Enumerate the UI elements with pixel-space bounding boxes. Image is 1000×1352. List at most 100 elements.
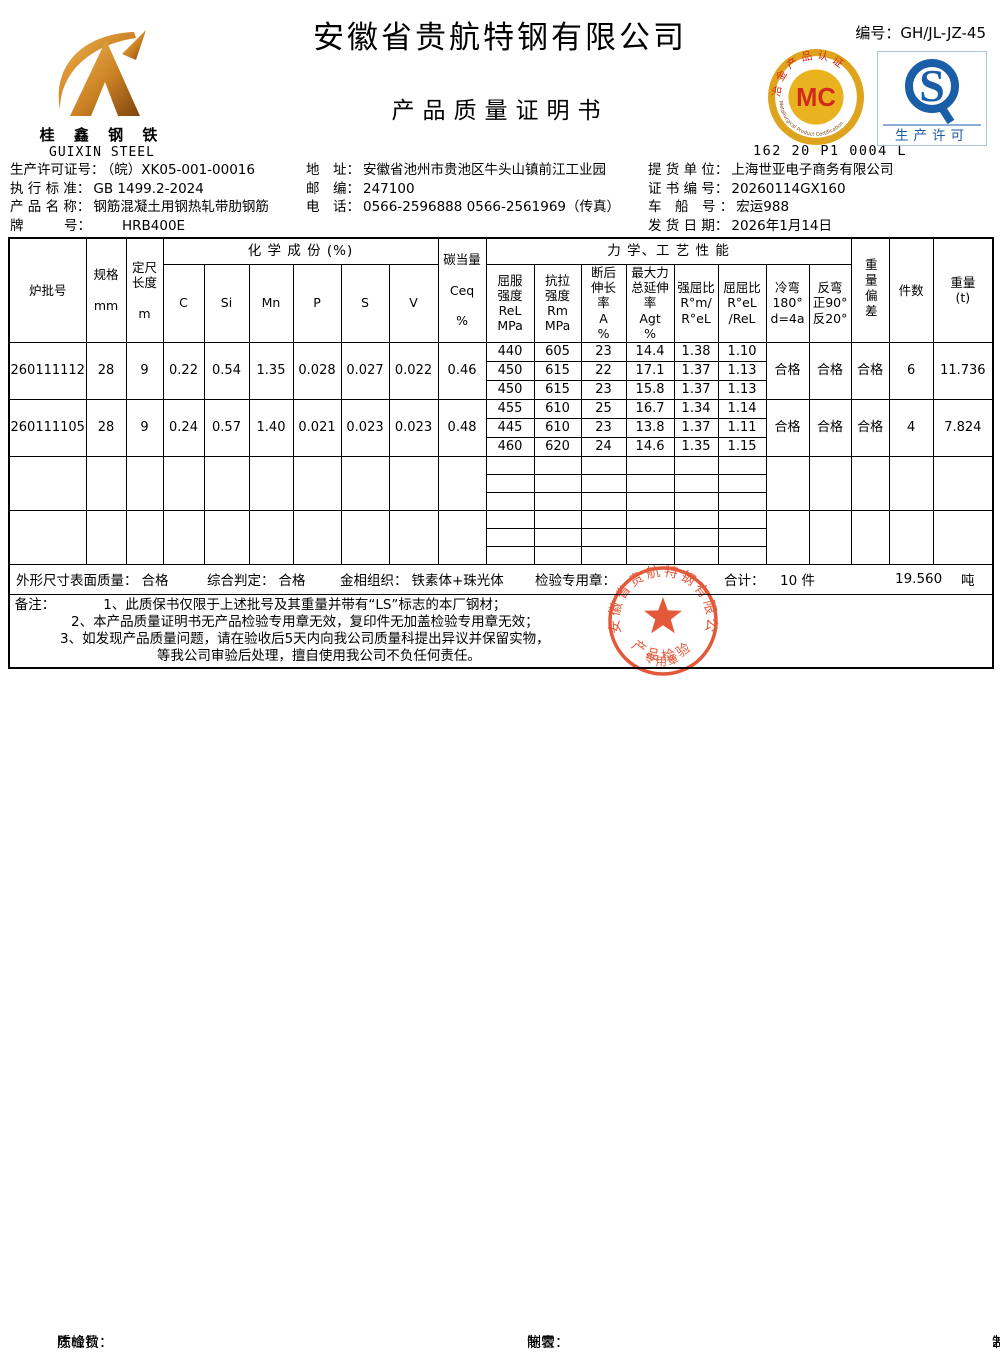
guixin-logo: 桂 鑫 钢 铁 GUIXIN STEEL	[35, 24, 169, 160]
cell-a: 25	[580, 398, 627, 419]
cell-rel: 455	[485, 398, 535, 419]
doc-title: 产品质量证明书	[391, 98, 609, 123]
field-vehicle-no: 车 船 号 ：宏运988	[648, 199, 790, 215]
cell-rm: 620	[533, 436, 582, 457]
cell-rm: 605	[533, 341, 582, 362]
col-header-s: S	[340, 263, 390, 343]
stamp-line2-text: 专用章	[642, 649, 681, 669]
cell-a: 24	[580, 436, 627, 457]
col-header-cold-bend: 冷弯 180° d=4a	[765, 263, 810, 343]
batch-subrow-empty	[9, 527, 993, 547]
field-grade: 牌 号： HRB400E	[10, 217, 186, 234]
col-header-agt: 最大力 总延伸 率 Agt %	[625, 263, 675, 343]
cell-r2: 1.11	[717, 417, 767, 438]
inspection-seal-label: 检验专用章：	[535, 573, 616, 589]
group-header-mechanical: 力 学、工 艺 性 能	[485, 237, 852, 265]
cell-agt: 13.8	[625, 417, 675, 438]
notes-label: 备注：	[14, 596, 56, 613]
cell-r1: 1.37	[673, 379, 719, 400]
cell-agt: 16.7	[625, 398, 675, 419]
field-ship-date: 发 货 日 期： 2026年1月14日	[648, 217, 832, 234]
col-header-ratio-rel-rel: 屈屈比 R°eL /ReL	[717, 263, 767, 343]
batch-subrow: 445 610 23 13.8 1.37 1.11	[9, 417, 993, 438]
summary-row: 外形尺寸表面质量： 合格 综合判定： 合格 金相组织： 铁素体+珠光体 检验专用章： …	[8, 563, 994, 595]
cell-rel: 445	[485, 417, 535, 438]
serial-label: 编号：	[855, 24, 901, 42]
batch-subrow-empty	[9, 473, 993, 493]
note-line: 2、本产品质量证明书无产品检验专用章无效，复印件无加盖检验专用章无效；	[71, 613, 539, 630]
cell-a: 23	[580, 379, 627, 400]
info-col-middle: 地 址： 安徽省池州市贵池区牛头山镇前江工业园 邮 编： 247100 电 话： 05…	[306, 161, 646, 217]
field-standard: 执 行 标 准： GB 1499.2-2024	[10, 180, 204, 197]
cell-cold-bend: 合格	[765, 398, 810, 457]
batch-subrow: 460 620 24 14.6 1.35 1.15	[9, 436, 993, 457]
cell-ceq: 0.46	[437, 341, 487, 400]
cell-weight: 11.736	[932, 341, 994, 400]
cell-a: 23	[580, 417, 627, 438]
field-address: 地 址： 安徽省池州市贵池区牛头山镇前江工业园	[306, 162, 606, 178]
cell-reverse-bend: 合格	[808, 341, 852, 400]
batch-subrow: 450 615 23 15.8 1.37 1.13	[9, 379, 993, 400]
cell-agt: 14.4	[625, 341, 675, 362]
col-header-spec: 规格 mm	[85, 237, 127, 343]
cell-mn: 1.40	[248, 398, 294, 457]
col-header-length: 定尺 长度 m	[125, 237, 164, 343]
field-phone: 电 话： 0566-2596888 0566-2561969（传真）	[306, 199, 620, 215]
batch-row-empty	[8, 509, 994, 565]
cell-r1: 1.34	[673, 398, 719, 419]
cell-v: 0.022	[388, 341, 439, 400]
mc-seal-icon: MC 冶金产品认证 Metallurgical Product Certific…	[768, 48, 864, 145]
cell-r1: 1.37	[673, 417, 719, 438]
field-product-name: 产 品 名 称： 钢筋混凝土用钢热轧带肋钢筋	[10, 199, 269, 215]
cell-a: 23	[580, 341, 627, 362]
cell-weight: 7.824	[932, 398, 994, 457]
cell-r1: 1.35	[673, 436, 719, 457]
col-header-c: C	[162, 263, 205, 343]
cell-a: 22	[580, 360, 627, 381]
cell-r1: 1.38	[673, 341, 719, 362]
cell-r2: 1.13	[717, 379, 767, 400]
field-consignee: 提 货 单 位： 上海世亚电子商务有限公司	[648, 162, 894, 178]
total-weight: 19.560	[895, 571, 943, 587]
cell-ceq: 0.48	[437, 398, 487, 457]
cell-r2: 1.13	[717, 360, 767, 381]
cell-r2: 1.14	[717, 398, 767, 419]
cell-agt: 15.8	[625, 379, 675, 400]
cell-reverse-bend: 合格	[808, 398, 852, 457]
cell-weight-dev: 合格	[850, 398, 890, 457]
cell-pieces: 4	[888, 398, 934, 457]
quality-table: 炉批号 规格 mm 定尺 长度 m 化 学 成 份 (%) 碳当量 Ceq % …	[8, 237, 995, 669]
notes-lines: 1、此质保书仅限于上述批号及其重量并带有“LS”标志的本厂钢材； 2、本产品质量…	[60, 597, 550, 665]
total-pieces: 10 件	[780, 573, 815, 589]
cell-heat-no: 260111105	[8, 398, 87, 457]
logo-cn-text: 桂 鑫 钢 铁	[39, 126, 165, 144]
col-header-heat-no: 炉批号	[8, 237, 87, 343]
inspection-stamp: 安徽省贵航特钢有限公司 产品检验 专用章	[593, 547, 725, 687]
logo-en-text: GUIXIN STEEL	[49, 145, 155, 160]
cell-p: 0.021	[292, 398, 342, 457]
cell-rm: 615	[533, 360, 582, 381]
shape-surface-quality: 外形尺寸表面质量： 合格	[16, 573, 169, 589]
cell-s: 0.023	[340, 398, 390, 457]
col-header-weight-dev: 重量偏差	[850, 237, 890, 343]
cell-rel: 450	[485, 379, 535, 400]
batch-row: 260111112 28 9 0.22 0.54 1.35 0.028 0.02…	[8, 341, 994, 400]
cell-spec: 28	[85, 341, 127, 400]
qs-seal-icon: S 生产许可	[877, 51, 987, 146]
col-header-ratio-rm-rel: 强屈比 R°m/ R°eL	[673, 263, 719, 343]
cell-spec: 28	[85, 398, 127, 457]
info-col-left: 生产许可证号： （皖）XK05-001-00016 执 行 标 准： GB 1499…	[10, 161, 305, 235]
cell-rel: 450	[485, 360, 535, 381]
note-line: 等我公司审验后处理，擅自使用我公司不负任何责任。	[156, 647, 481, 664]
metallographic-structure: 金相组织： 铁素体+珠光体	[340, 573, 504, 589]
cell-rm: 610	[533, 398, 582, 419]
guixin-logo-icon	[58, 30, 146, 116]
field-certificate-no: 证 书 编 号： 20260114GX160	[648, 180, 846, 197]
note-line: 1、此质保书仅限于上述批号及其重量并带有“LS”标志的本厂钢材；	[103, 596, 507, 613]
cell-si: 0.54	[203, 341, 250, 400]
svg-text:MC: MC	[796, 84, 836, 112]
cell-c: 0.24	[162, 398, 205, 457]
cell-v: 0.023	[388, 398, 439, 457]
inspection-stamp-icon: 安徽省贵航特钢有限公司 产品检验 专用章	[593, 547, 718, 676]
col-header-mn: Mn	[248, 263, 294, 343]
